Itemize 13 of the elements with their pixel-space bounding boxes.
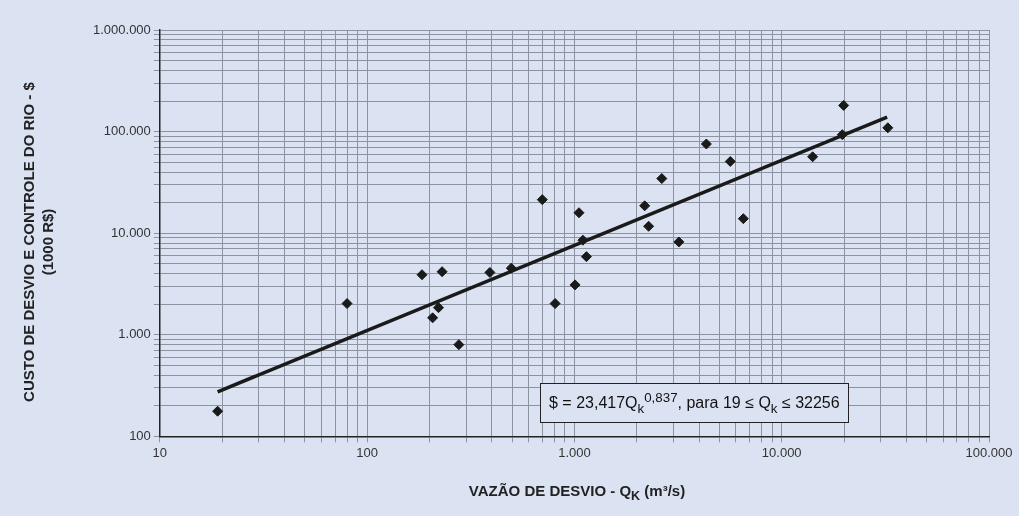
y-tick-label: 100: [129, 427, 151, 443]
annotation: $ = 23,417Q$_{k}$$^{0,837}$, para 19 ≤ Q$_{k}$ ≤ 32256: [540, 383, 849, 423]
y-tick-label: 1.000.000: [92, 21, 151, 37]
x-tick-label: 10.000: [761, 444, 802, 460]
x-axis-title: VAZÃO DE DESVIO - Q$_{K}$ (m³/s): [467, 482, 687, 503]
y-tick-label: 10.000: [111, 224, 151, 240]
x-tick-label: 1.000: [558, 444, 591, 460]
y-axis-title: CUSTO DE DESVIO E CONTROLE DO RIO - $ (1000 R$): [19, 81, 57, 404]
y-tick-label: 100.000: [103, 123, 151, 139]
x-tick-label: 100.000: [965, 444, 1013, 460]
y-tick-label: 1.000: [118, 326, 151, 342]
x-tick-label: 100: [356, 444, 378, 460]
x-tick-label: 10: [152, 444, 168, 460]
